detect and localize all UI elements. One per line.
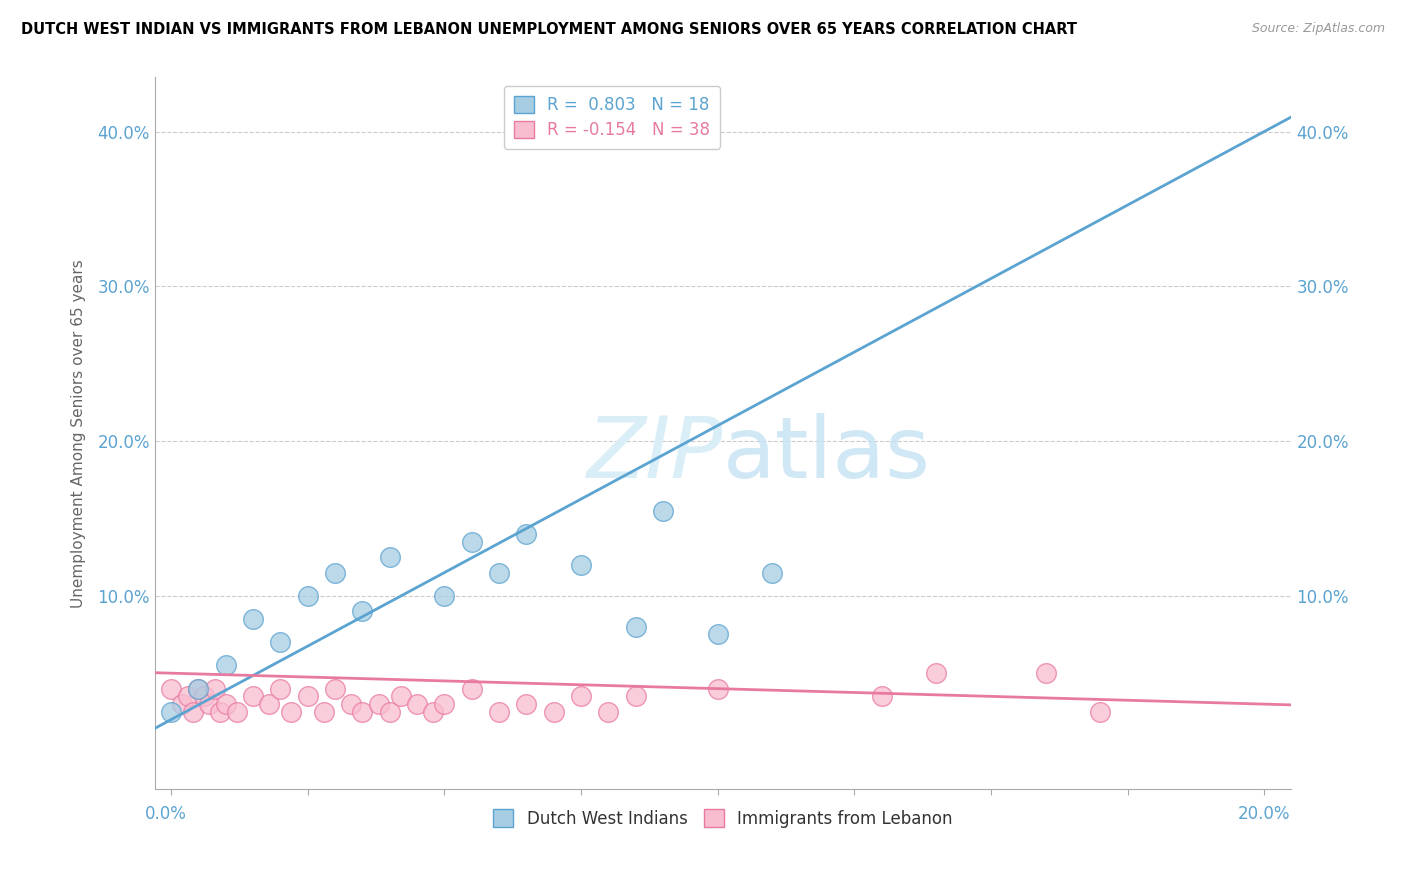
Point <box>378 550 401 565</box>
Point <box>176 690 198 704</box>
Point <box>569 558 592 572</box>
Point <box>323 566 346 580</box>
Point <box>269 681 291 696</box>
Point <box>242 690 264 704</box>
Point <box>193 690 215 704</box>
Point <box>170 697 193 711</box>
Point <box>204 681 226 696</box>
Point <box>543 705 565 719</box>
Point <box>314 705 336 719</box>
Point <box>160 705 183 719</box>
Point <box>761 566 783 580</box>
Point <box>280 705 302 719</box>
Point <box>269 635 291 649</box>
Point <box>460 534 482 549</box>
Y-axis label: Unemployment Among Seniors over 65 years: Unemployment Among Seniors over 65 years <box>72 259 86 607</box>
Point <box>406 697 429 711</box>
Point <box>624 620 647 634</box>
Point <box>433 697 456 711</box>
Point <box>209 705 232 719</box>
Point <box>569 690 592 704</box>
Point <box>340 697 363 711</box>
Point <box>488 566 510 580</box>
Point <box>215 658 238 673</box>
Point <box>706 681 728 696</box>
Point <box>515 697 537 711</box>
Point <box>367 697 389 711</box>
Point <box>652 504 675 518</box>
Point <box>515 527 537 541</box>
Point <box>706 627 728 641</box>
Point <box>352 604 374 618</box>
Point <box>624 690 647 704</box>
Point <box>598 705 620 719</box>
Point <box>1088 705 1111 719</box>
Text: atlas: atlas <box>723 413 931 496</box>
Point <box>181 705 204 719</box>
Point <box>160 681 183 696</box>
Point <box>259 697 281 711</box>
Point <box>389 690 412 704</box>
Point <box>460 681 482 696</box>
Point <box>225 705 247 719</box>
Text: ZIP: ZIP <box>586 413 723 496</box>
Point <box>1035 666 1057 681</box>
Point <box>433 589 456 603</box>
Point <box>488 705 510 719</box>
Point <box>242 612 264 626</box>
Legend: Dutch West Indians, Immigrants from Lebanon: Dutch West Indians, Immigrants from Leba… <box>486 803 960 834</box>
Point <box>323 681 346 696</box>
Point <box>187 681 209 696</box>
Point <box>215 697 238 711</box>
Point <box>352 705 374 719</box>
Point <box>925 666 948 681</box>
Text: DUTCH WEST INDIAN VS IMMIGRANTS FROM LEBANON UNEMPLOYMENT AMONG SENIORS OVER 65 : DUTCH WEST INDIAN VS IMMIGRANTS FROM LEB… <box>21 22 1077 37</box>
Point <box>297 589 319 603</box>
Text: 20.0%: 20.0% <box>1237 805 1291 822</box>
Point <box>198 697 221 711</box>
Point <box>297 690 319 704</box>
Text: 0.0%: 0.0% <box>145 805 187 822</box>
Point <box>870 690 893 704</box>
Point <box>187 681 209 696</box>
Point <box>422 705 444 719</box>
Text: Source: ZipAtlas.com: Source: ZipAtlas.com <box>1251 22 1385 36</box>
Point <box>378 705 401 719</box>
